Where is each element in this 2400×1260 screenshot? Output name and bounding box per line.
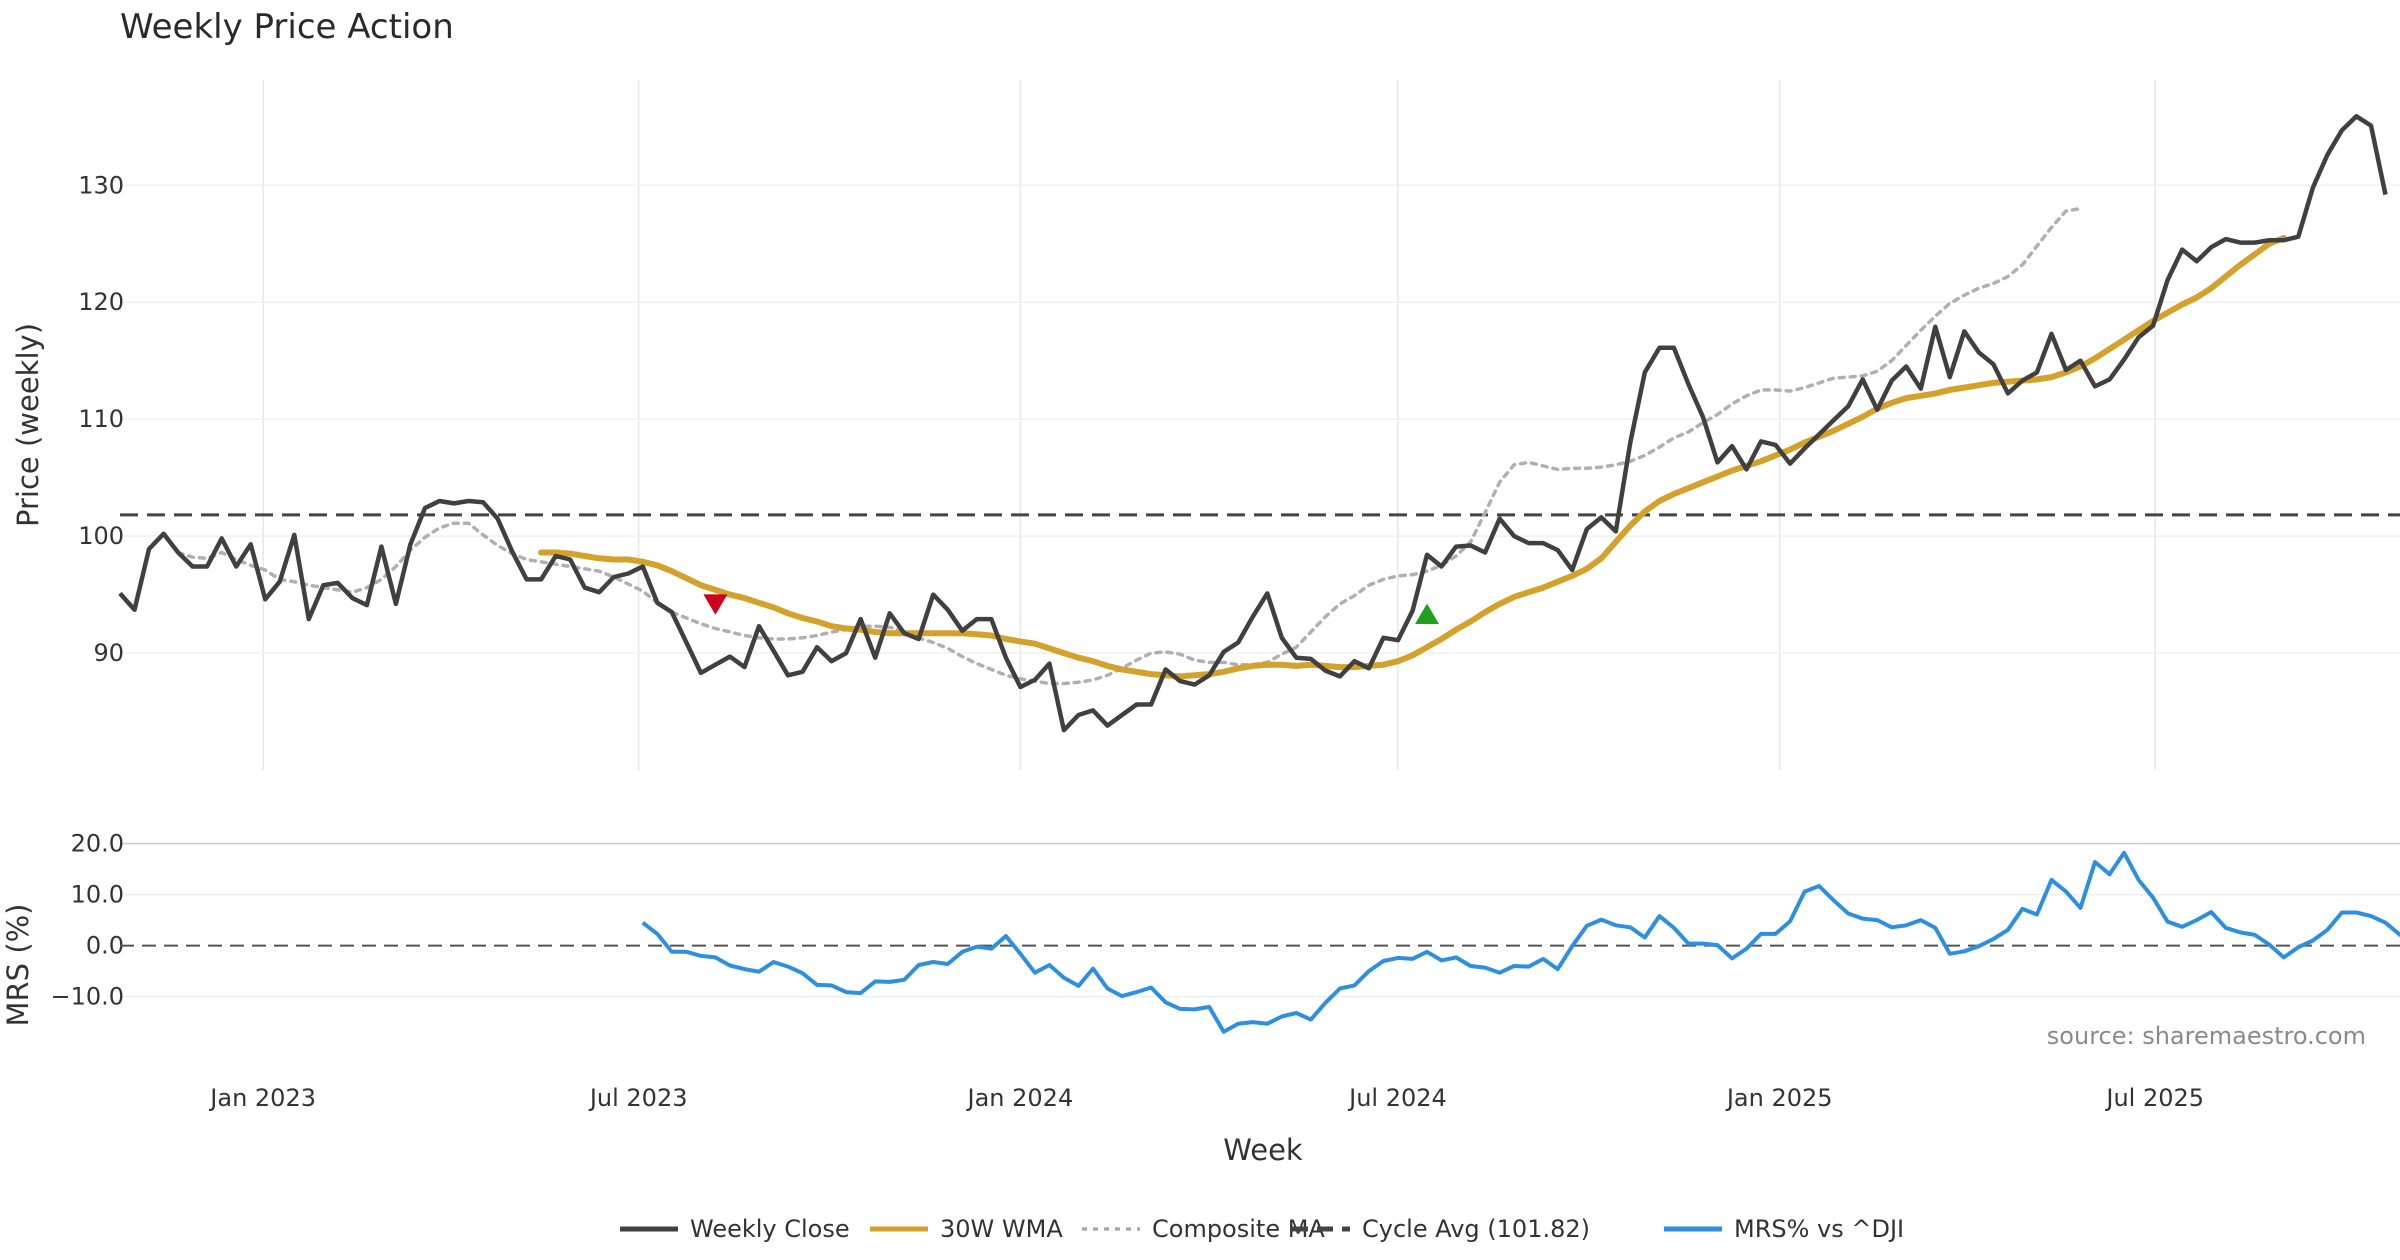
composite-ma-series bbox=[176, 206, 2083, 686]
mrs-y-tick-label: 0.0 bbox=[86, 932, 124, 960]
x-tick-label: Jul 2025 bbox=[2104, 1084, 2204, 1112]
price-y-tick-label: 110 bbox=[78, 405, 124, 433]
mrs-series bbox=[641, 850, 2400, 1034]
x-tick-label: Jan 2025 bbox=[1725, 1084, 1833, 1112]
price-y-gridlines bbox=[120, 184, 2400, 654]
vertical-gridlines bbox=[262, 80, 2156, 770]
x-axis-title: Week bbox=[1223, 1133, 1303, 1167]
x-tick-label: Jan 2024 bbox=[966, 1084, 1074, 1112]
mrs-y-tick-label: 20.0 bbox=[71, 830, 124, 858]
mrs-y-tick-label: −10.0 bbox=[50, 983, 124, 1011]
signal-markers bbox=[703, 594, 1440, 625]
sell-signal-marker bbox=[703, 594, 728, 615]
weekly-close-series bbox=[118, 114, 2388, 733]
legend-label: Cycle Avg (101.82) bbox=[1362, 1215, 1590, 1243]
source-note: source: sharemaestro.com bbox=[2047, 1022, 2366, 1050]
buy-signal-marker bbox=[1415, 603, 1440, 625]
price-y-tick-labels: 90 100 110 120 130 bbox=[78, 171, 124, 667]
mrs-y-tick-label: 10.0 bbox=[71, 881, 124, 909]
legend-label: MRS% vs ^DJI bbox=[1734, 1215, 1904, 1243]
mrs-y-axis-title: MRS (%) bbox=[1, 904, 35, 1027]
x-tick-label: Jan 2023 bbox=[208, 1084, 316, 1112]
chart-title: Weekly Price Action bbox=[120, 7, 454, 47]
mrs-y-gridlines bbox=[120, 842, 2400, 998]
x-tick-labels: Jan 2023 Jul 2023 Jan 2024 Jul 2024 Jan 2025… bbox=[208, 1084, 2204, 1112]
x-tick-label: Jul 2023 bbox=[588, 1084, 688, 1112]
wma-30w-series bbox=[538, 234, 2287, 680]
x-tick-label: Jul 2024 bbox=[1347, 1084, 1447, 1112]
legend-label: Weekly Close bbox=[690, 1215, 850, 1243]
price-y-tick-label: 90 bbox=[93, 639, 124, 667]
price-y-axis-title: Price (weekly) bbox=[11, 323, 45, 527]
price-y-tick-label: 120 bbox=[78, 288, 124, 316]
price-y-tick-label: 100 bbox=[78, 522, 124, 550]
mrs-y-tick-labels: −10.0 0.0 10.0 20.0 bbox=[50, 830, 124, 1011]
price-y-tick-label: 130 bbox=[78, 171, 124, 199]
legend-label: 30W WMA bbox=[940, 1215, 1063, 1243]
legend: Weekly Close 30W WMA Composite MA Cycle Avg… bbox=[620, 1215, 1904, 1243]
